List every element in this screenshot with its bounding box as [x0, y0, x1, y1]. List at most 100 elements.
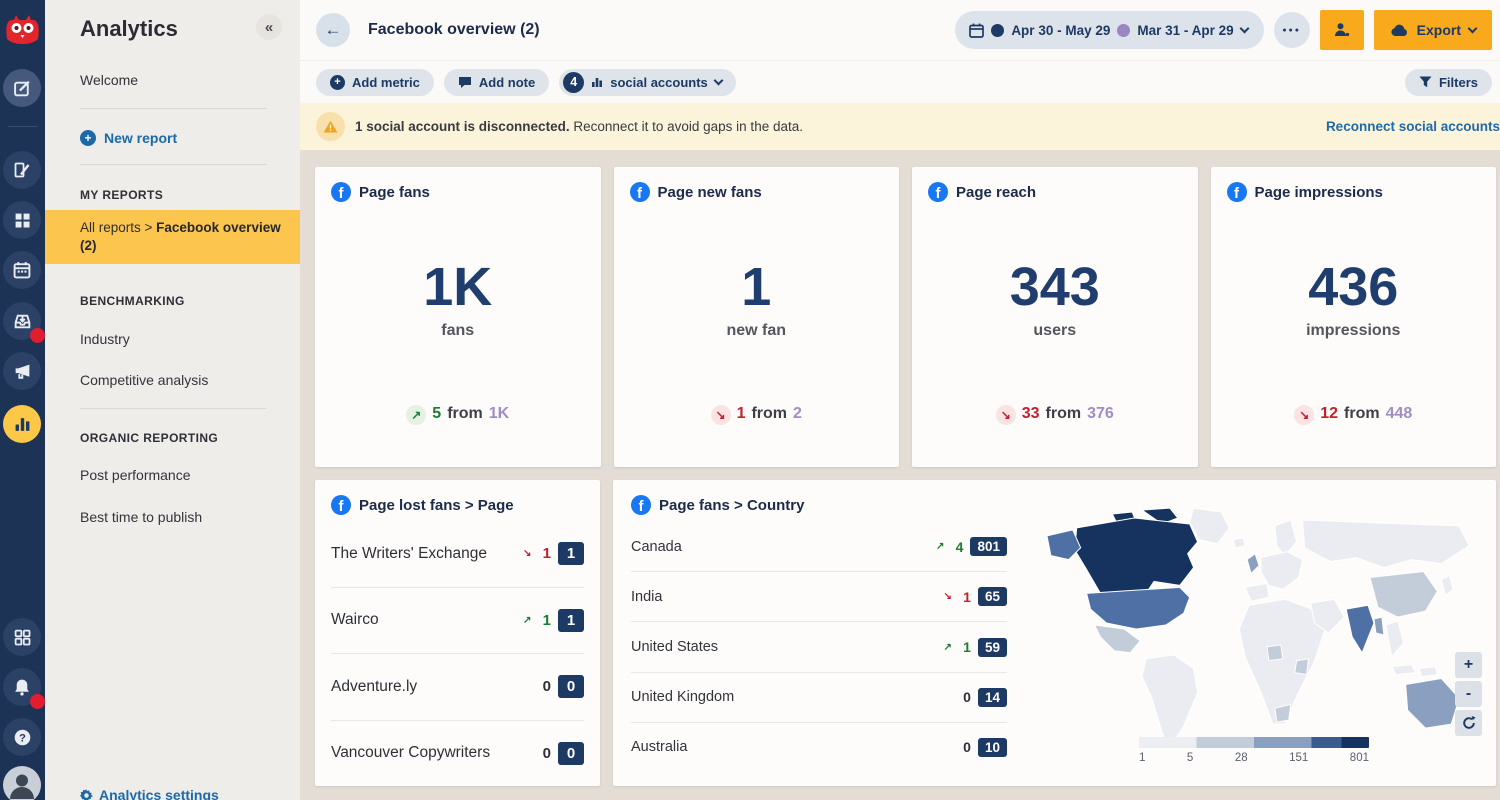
primary-nav-rail: ? — [0, 0, 45, 800]
metric-card: f Page new fans 1 new fan ↘ 1 from 2 — [613, 167, 899, 467]
value-badge: 65 — [977, 587, 1007, 607]
trend-down-icon: ↘ — [1294, 405, 1315, 425]
add-metric-button[interactable]: + Add metric — [316, 68, 434, 96]
page-name: Wairco — [331, 611, 379, 629]
list-item[interactable]: India ↘ 1 65 — [631, 571, 1007, 621]
sidebar-item-competitive-analysis[interactable]: Competitive analysis — [80, 372, 209, 388]
social-accounts-selector[interactable]: 4 social accounts — [559, 68, 736, 96]
country-name: United Kingdom — [631, 689, 735, 706]
metric-delta: ↘ 1 from 2 — [630, 405, 884, 467]
rail-divider — [8, 126, 37, 127]
row-values: ↗ 4 801 — [932, 537, 1007, 557]
banner-message-rest: Reconnect it to avoid gaps in the data. — [569, 119, 803, 134]
page-name: Vancouver Copywriters — [331, 744, 491, 762]
metric-value: 343 — [1009, 256, 1100, 317]
delta-value: 0 — [542, 678, 551, 696]
metric-card-header: f Page reach — [928, 182, 1182, 202]
new-report-button[interactable]: + New report — [80, 130, 177, 146]
back-button[interactable]: ← — [316, 13, 350, 47]
metric-unit: impressions — [1306, 321, 1401, 339]
row-values: ↗ 1 59 — [939, 637, 1007, 657]
list-item[interactable]: Vancouver Copywriters 0 0 — [331, 719, 584, 787]
plus-icon: + — [80, 130, 96, 146]
sidebar-item-current-report[interactable]: All reports > Facebook overview (2) — [45, 210, 300, 265]
export-button[interactable]: Export — [1373, 10, 1492, 50]
profile-avatar[interactable] — [3, 766, 41, 800]
apps-icon[interactable] — [3, 618, 41, 656]
analytics-icon[interactable] — [3, 405, 41, 443]
bar-chart-icon — [592, 78, 603, 87]
sidebar-item-industry[interactable]: Industry — [80, 331, 130, 347]
delta-value: 5 — [432, 405, 442, 422]
row-values: 0 14 — [963, 687, 1007, 707]
filter-funnel-icon — [1419, 76, 1432, 88]
banner-message: 1 social account is disconnected. Reconn… — [355, 119, 803, 134]
list-item[interactable]: The Writers' Exchange ↘ 1 1 — [331, 521, 584, 587]
add-member-button[interactable] — [1319, 10, 1364, 50]
list-item[interactable]: Adventure.ly 0 0 — [331, 653, 584, 720]
delta-value: 1 — [542, 611, 551, 629]
list-item[interactable]: Canada ↗ 4 801 — [631, 522, 1007, 571]
sidebar-item-best-time-to-publish[interactable]: Best time to publish — [80, 509, 203, 525]
sidebar-title: Analytics — [80, 16, 178, 41]
trend-up-icon: ↗ — [935, 541, 945, 553]
facebook-icon: f — [331, 182, 351, 202]
banner-message-bold: 1 social account is disconnected. — [355, 119, 570, 134]
analytics-settings-link[interactable]: Analytics settings — [80, 787, 219, 800]
chevron-down-icon — [1467, 23, 1478, 33]
sidebar-item-welcome[interactable]: Welcome — [80, 72, 139, 88]
metric-card: f Page fans 1K fans ↗ 5 from 1K — [315, 167, 601, 467]
metric-card: f Page impressions 436 impressions ↘ 12 from 44… — [1210, 167, 1496, 467]
delta-value: 1 — [736, 405, 746, 422]
list-item[interactable]: Australia 0 10 — [631, 721, 1007, 772]
value-badge: 14 — [977, 687, 1007, 707]
more-options-button[interactable]: ●●● — [1273, 12, 1310, 48]
add-note-button[interactable]: Add note — [443, 68, 550, 96]
metric-card: f Page reach 343 users ↘ 33 from 376 — [912, 167, 1198, 467]
delta-value: 1 — [963, 639, 971, 655]
map-zoom-out-button[interactable]: - — [1455, 681, 1482, 707]
country-name: Canada — [631, 538, 682, 555]
content-icon[interactable] — [3, 151, 41, 189]
metric-value: 1K — [423, 256, 493, 317]
help-icon[interactable]: ? — [3, 718, 41, 756]
promote-icon[interactable] — [3, 352, 41, 390]
reconnect-accounts-link[interactable]: Reconnect social accounts — [1325, 119, 1500, 134]
legend-tick: 801 — [1349, 752, 1369, 764]
date-range-picker[interactable]: Apr 30 - May 29 Mar 31 - Apr 29 — [955, 11, 1264, 49]
sidebar-item-post-performance[interactable]: Post performance — [80, 467, 191, 483]
value-badge: 0 — [558, 741, 584, 765]
delta-value: 0 — [542, 744, 551, 762]
analytics-sidebar: Analytics « Welcome + New report MY REPO… — [45, 0, 300, 800]
widget-title: Page lost fans > Page — [359, 496, 514, 514]
compose-icon[interactable] — [3, 69, 41, 107]
map-reset-button[interactable] — [1455, 710, 1482, 736]
planner-icon[interactable] — [3, 251, 41, 289]
list-item[interactable]: Wairco ↗ 1 1 — [331, 586, 584, 654]
list-item[interactable]: United Kingdom 0 14 — [631, 671, 1007, 722]
owly-logo-icon[interactable] — [3, 11, 42, 47]
list-item[interactable]: United States ↗ 1 59 — [631, 621, 1007, 671]
note-bubble-icon — [458, 76, 471, 88]
world-map[interactable]: + - 1 5 28 151 801 — [1021, 494, 1484, 774]
person-plus-icon — [1334, 23, 1349, 37]
lost-fans-widget: f Page lost fans > Page The Writers' Exc… — [315, 480, 600, 786]
metric-unit: fans — [441, 321, 475, 339]
metric-card-title: Page impressions — [1254, 183, 1383, 201]
filters-label: Filters — [1438, 74, 1478, 90]
trend-up-icon: ↗ — [522, 614, 532, 626]
add-note-label: Add note — [478, 74, 536, 90]
filters-button[interactable]: Filters — [1404, 68, 1492, 96]
row-values: ↘ 1 65 — [939, 587, 1007, 607]
svg-text:?: ? — [19, 732, 26, 744]
streams-icon[interactable] — [3, 201, 41, 239]
inbox-icon[interactable] — [3, 302, 45, 343]
collapse-sidebar-button[interactable]: « — [256, 14, 282, 40]
metric-value-block: 1 new fan — [630, 194, 884, 405]
legend-tick: 28 — [1234, 752, 1248, 764]
map-zoom-in-button[interactable]: + — [1455, 652, 1482, 678]
notifications-icon[interactable] — [3, 668, 45, 709]
metric-card-header: f Page fans — [331, 182, 585, 202]
disconnected-account-banner: 1 social account is disconnected. Reconn… — [300, 103, 1500, 150]
